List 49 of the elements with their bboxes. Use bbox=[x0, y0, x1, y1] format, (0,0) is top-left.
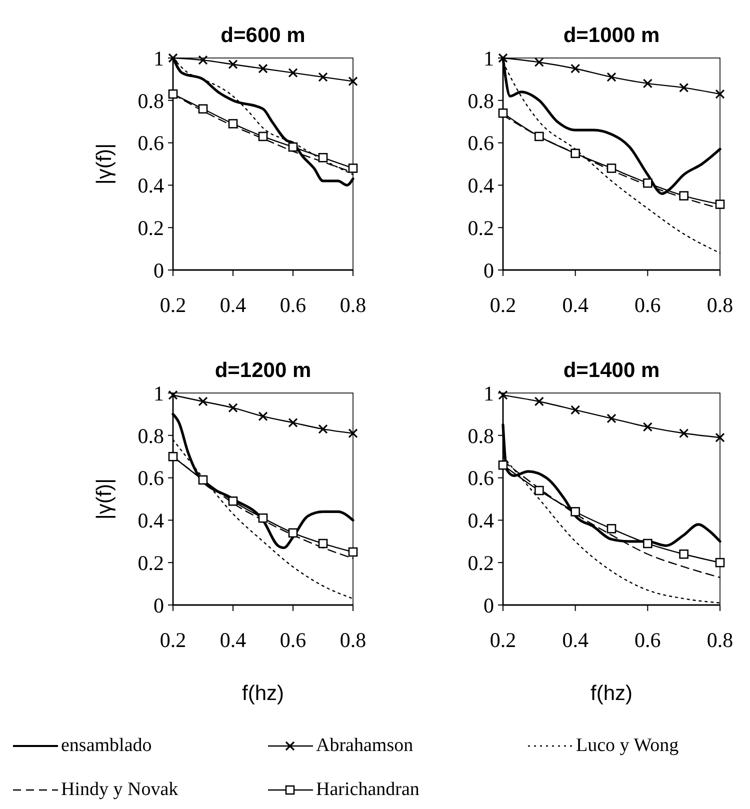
y-tick-label: 1 bbox=[484, 381, 494, 406]
x-tick-label: 0.4 bbox=[220, 293, 247, 317]
y-axis-title: |γ(f)| bbox=[93, 478, 116, 520]
x-tick-label: 0.4 bbox=[562, 628, 589, 652]
y-tick-label: 1 bbox=[154, 46, 164, 70]
legend-label: Luco y Wong bbox=[576, 735, 680, 756]
y-tick-label: 1 bbox=[484, 46, 494, 70]
chart-title: d=1000 m bbox=[563, 24, 660, 47]
x-tick-label: 0.8 bbox=[340, 628, 366, 652]
x-tick-label: 0.8 bbox=[706, 293, 734, 317]
y-tick-label: 0.2 bbox=[138, 550, 164, 575]
y-tick-label: 0.2 bbox=[468, 216, 494, 240]
y-tick-label: 0.4 bbox=[138, 508, 164, 533]
y-tick-label: 0.4 bbox=[468, 174, 494, 198]
y-tick-label: 0 bbox=[484, 593, 494, 618]
x-tick-label: 0.8 bbox=[706, 628, 734, 652]
x-tick-label: 0.6 bbox=[634, 293, 661, 317]
chart-title: d=1200 m bbox=[214, 359, 312, 382]
chart-title: d=1400 m bbox=[563, 359, 660, 382]
y-tick-label: 0.2 bbox=[468, 550, 494, 575]
chart-title: d=600 m bbox=[220, 24, 306, 47]
y-tick-label: 0.2 bbox=[138, 216, 164, 240]
y-tick-label: 0 bbox=[154, 258, 164, 282]
y-tick-label: 0.8 bbox=[138, 88, 164, 113]
legend-label: Harichandran bbox=[316, 779, 420, 800]
y-tick-label: 1 bbox=[154, 381, 164, 406]
x-axis-title: f(hz) bbox=[242, 682, 284, 705]
legend-label: Hindy y Novak bbox=[61, 779, 179, 800]
y-tick-label: 0.6 bbox=[468, 466, 494, 490]
y-tick-label: 0.4 bbox=[138, 174, 164, 198]
x-axis-title: f(hz) bbox=[590, 682, 632, 705]
y-tick-label: 0.8 bbox=[468, 424, 494, 448]
x-tick-label: 0.6 bbox=[280, 628, 306, 652]
y-axis-title: |γ(f)| bbox=[93, 143, 116, 185]
y-tick-label: 0.6 bbox=[138, 466, 164, 490]
legend-label: ensamblado bbox=[61, 735, 152, 756]
y-tick-label: 0 bbox=[484, 258, 494, 282]
y-tick-label: 0.8 bbox=[468, 88, 494, 113]
x-tick-label: 0.4 bbox=[220, 628, 247, 652]
y-tick-label: 0.4 bbox=[468, 508, 494, 533]
y-tick-label: 0 bbox=[154, 593, 164, 618]
y-tick-label: 0.8 bbox=[138, 424, 164, 448]
y-tick-label: 0.6 bbox=[468, 131, 494, 156]
x-tick-label: 0.6 bbox=[634, 628, 661, 652]
legend-label: Abrahamson bbox=[316, 735, 414, 756]
x-tick-label: 0.4 bbox=[562, 293, 589, 317]
y-tick-label: 0.6 bbox=[138, 131, 164, 156]
x-tick-label: 0.8 bbox=[340, 293, 366, 317]
x-tick-label: 0.6 bbox=[280, 293, 306, 317]
